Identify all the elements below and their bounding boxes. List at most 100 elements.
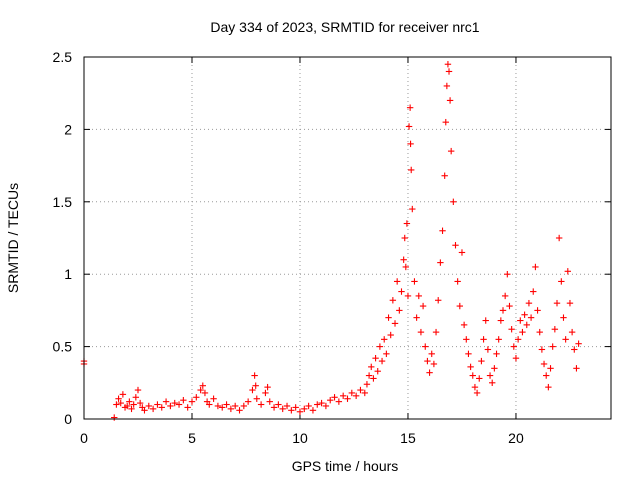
data-point-0-19	[154, 401, 161, 408]
data-points	[80, 61, 582, 421]
data-point-0-82	[383, 350, 390, 358]
data-point-0-114	[441, 172, 448, 179]
data-point-0-33	[206, 401, 213, 408]
data-point-0-99	[409, 205, 416, 213]
data-point-0-10	[128, 405, 135, 413]
data-point-0-83	[385, 314, 392, 321]
data-point-0-140	[491, 365, 498, 372]
data-point-0-72	[361, 389, 368, 397]
data-point-0-57	[296, 408, 304, 415]
data-point-0-103	[417, 328, 425, 336]
data-point-0-24	[175, 401, 183, 408]
data-point-0-104	[419, 302, 427, 310]
data-point-0-58	[301, 405, 308, 413]
data-point-0-18	[149, 405, 157, 413]
data-point-0-85	[389, 297, 397, 304]
data-point-0-149	[510, 343, 518, 350]
data-point-0-156	[525, 299, 533, 307]
data-point-0-77	[372, 354, 379, 362]
data-point-0-36	[219, 404, 226, 411]
data-point-0-116	[443, 82, 451, 90]
data-point-0-73	[363, 381, 371, 388]
data-point-0-49	[264, 383, 271, 391]
data-point-0-94	[404, 292, 412, 300]
data-point-0-87	[393, 278, 401, 285]
data-point-0-70	[352, 392, 360, 400]
data-point-0-48	[262, 389, 269, 397]
data-point-0-53	[279, 405, 286, 413]
data-point-0-67	[339, 392, 347, 400]
data-point-0-101	[413, 314, 420, 321]
y-axis-label: SRMTID / TECUs	[5, 183, 21, 293]
data-point-0-128	[465, 350, 472, 358]
data-point-0-3	[113, 401, 120, 408]
data-point-0-172	[560, 314, 567, 321]
data-point-0-109	[430, 360, 438, 368]
data-point-0-133	[476, 375, 483, 382]
data-point-0-30	[199, 382, 206, 389]
y-tick-label-0: 0	[64, 411, 72, 427]
data-point-0-34	[210, 395, 217, 402]
data-point-0-22	[167, 402, 174, 410]
data-point-0-69	[348, 389, 356, 397]
data-point-0-125	[458, 249, 466, 256]
data-point-0-131	[471, 383, 479, 391]
data-point-0-51	[270, 404, 278, 411]
axis-ticks	[83, 56, 611, 420]
data-point-0-61	[314, 401, 321, 408]
data-point-0-100	[411, 278, 418, 285]
data-point-0-112	[437, 259, 444, 266]
data-point-0-117	[444, 61, 452, 68]
data-point-0-12	[132, 394, 140, 401]
data-point-0-154	[521, 311, 528, 318]
data-point-0-16	[141, 407, 148, 414]
x-tick-label-3: 15	[400, 430, 416, 446]
data-point-0-178	[573, 365, 580, 372]
data-point-0-160	[534, 307, 541, 314]
data-point-0-4	[115, 395, 122, 402]
data-point-0-42	[244, 398, 252, 405]
data-point-0-126	[460, 321, 468, 329]
data-point-0-52	[275, 401, 282, 408]
data-point-0-158	[530, 288, 537, 295]
data-point-0-122	[452, 242, 459, 249]
data-point-0-145	[501, 292, 509, 300]
chart-title: Day 334 of 2023, SRMTID for receiver nrc…	[210, 19, 479, 35]
data-point-0-13	[134, 386, 142, 394]
data-point-0-88	[396, 307, 403, 314]
y-tick-label-4: 2	[64, 121, 72, 137]
tick-labels: 0 5 10 15 20 0 0.5 1 1.5 2 2.5	[53, 49, 524, 446]
data-point-0-177	[571, 346, 578, 353]
data-point-0-29	[197, 386, 204, 394]
data-point-0-76	[370, 375, 377, 382]
data-point-0-79	[376, 343, 384, 350]
data-point-0-164	[543, 372, 550, 379]
y-tick-label-2: 1	[64, 266, 72, 282]
plot-frame	[83, 56, 612, 420]
data-point-0-162	[538, 346, 546, 353]
data-point-0-179	[575, 340, 582, 347]
data-point-0-115	[442, 118, 449, 126]
data-point-0-59	[305, 402, 312, 410]
data-point-0-38	[227, 405, 235, 413]
data-point-0-14	[136, 399, 144, 407]
data-point-0-75	[368, 363, 375, 371]
data-point-0-107	[426, 369, 433, 376]
data-point-0-84	[387, 331, 394, 339]
y-tick-label-1: 0.5	[53, 339, 73, 355]
x-axis-label: GPS time / hours	[292, 458, 399, 474]
data-point-0-150	[512, 354, 520, 362]
data-point-0-35	[214, 402, 222, 410]
data-point-0-50	[266, 398, 273, 405]
data-point-0-54	[283, 402, 291, 410]
data-point-0-89	[398, 288, 405, 295]
data-point-0-139	[489, 379, 496, 386]
data-point-0-165	[545, 383, 552, 391]
data-point-0-173	[562, 336, 569, 343]
data-point-0-159	[532, 263, 539, 271]
data-point-0-167	[549, 343, 556, 350]
data-point-0-81	[381, 336, 388, 343]
data-point-0-163	[540, 360, 548, 368]
data-point-0-37	[223, 401, 230, 408]
data-point-0-127	[463, 336, 470, 343]
